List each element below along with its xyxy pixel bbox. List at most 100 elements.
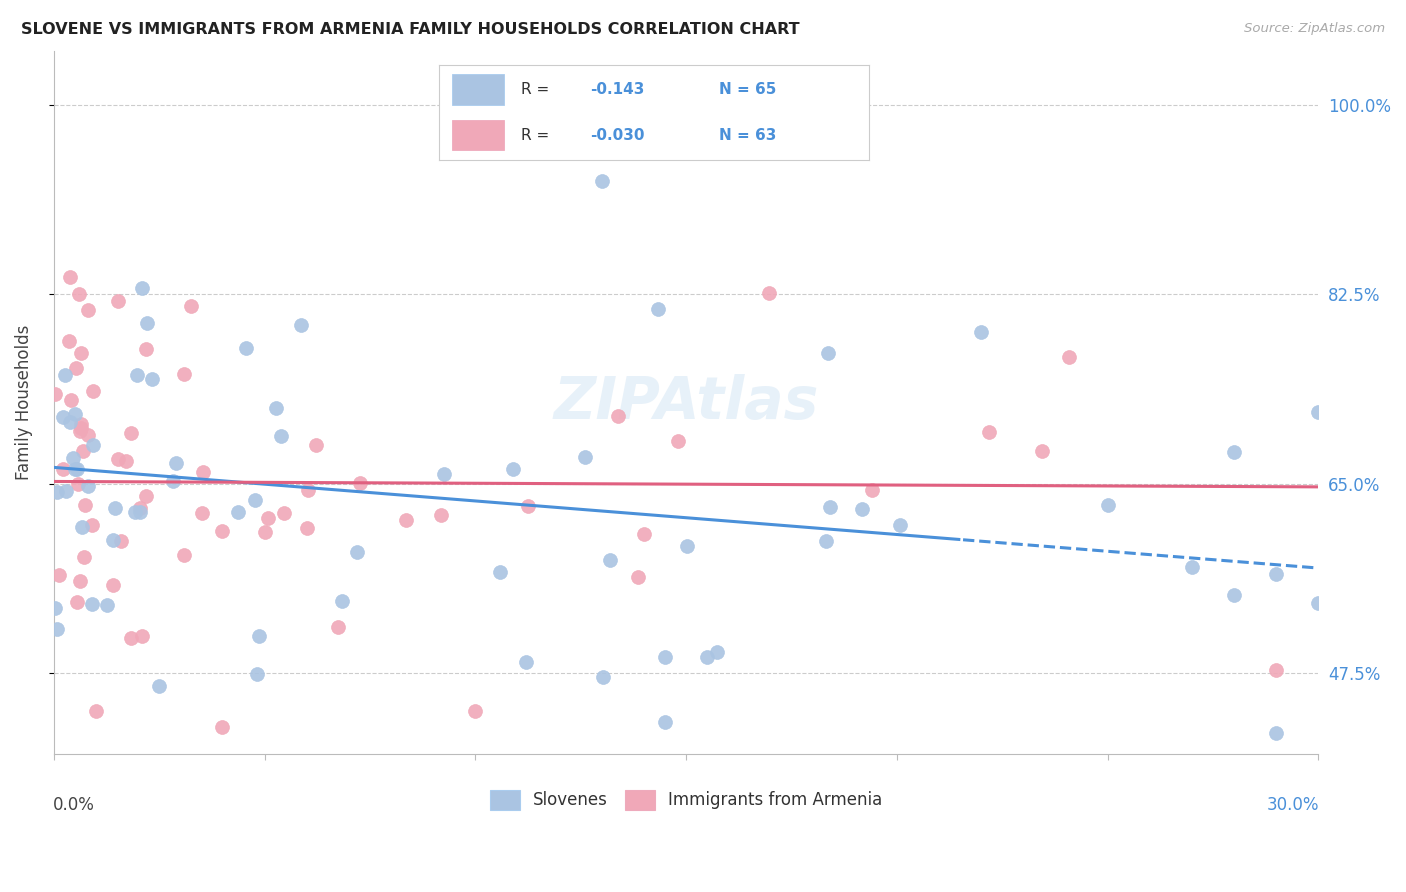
Point [53, 368, 76, 382]
Point [270, 429, 292, 443]
Point [55, 483, 77, 498]
Point [1265, 725, 1288, 739]
Point [77, 427, 100, 442]
Point [273, 506, 295, 520]
Point [190, 506, 212, 520]
Point [65, 361, 87, 376]
Point [115, 454, 138, 468]
Point [243, 492, 266, 507]
Text: Source: ZipAtlas.com: Source: ZipAtlas.com [1244, 22, 1385, 36]
Point [76, 479, 98, 493]
Point [305, 438, 328, 452]
Point [297, 483, 319, 498]
Point [1057, 350, 1080, 364]
Point [44, 387, 66, 401]
Text: 0.0%: 0.0% [52, 797, 94, 814]
Point [253, 525, 276, 540]
Point [1265, 566, 1288, 581]
Text: ZIPAtlas: ZIPAtlas [554, 374, 818, 431]
Point [1265, 663, 1288, 677]
Point [290, 318, 312, 332]
Y-axis label: Family Households: Family Households [15, 325, 32, 480]
Point [60, 392, 83, 407]
Point [135, 342, 157, 356]
Point [69, 424, 91, 438]
Point [675, 539, 697, 553]
Point [633, 527, 655, 541]
Point [96, 598, 118, 612]
Point [235, 341, 257, 355]
Point [346, 545, 368, 559]
Point [591, 173, 613, 187]
Point [228, 505, 250, 519]
Point [696, 649, 718, 664]
Point [349, 475, 371, 490]
Point [264, 401, 287, 415]
Point [889, 518, 911, 533]
Point [706, 645, 728, 659]
Point [124, 505, 146, 519]
Point [82, 384, 104, 398]
Point [107, 452, 129, 467]
Point [104, 500, 127, 515]
Point [758, 285, 780, 300]
Point [502, 461, 524, 475]
Point [69, 574, 91, 588]
Point [247, 629, 270, 643]
Point [851, 501, 873, 516]
Point [173, 367, 195, 381]
Point [48, 568, 70, 582]
Point [817, 346, 839, 360]
Point [58, 334, 80, 348]
Point [76, 303, 98, 318]
Point [814, 534, 837, 549]
Point [627, 570, 650, 584]
Text: 30.0%: 30.0% [1267, 797, 1320, 814]
Legend: Slovenes, Immigrants from Armenia: Slovenes, Immigrants from Armenia [484, 784, 889, 816]
Point [69, 421, 91, 435]
Point [574, 450, 596, 465]
Point [1031, 444, 1053, 458]
Point [599, 553, 621, 567]
Point [1181, 559, 1204, 574]
Point [45, 484, 67, 499]
Point [970, 325, 993, 339]
Point [128, 501, 150, 516]
Point [464, 704, 486, 718]
Point [180, 299, 202, 313]
Point [1308, 405, 1330, 419]
Point [395, 512, 418, 526]
Point [66, 477, 89, 491]
Point [433, 467, 456, 481]
Point [69, 417, 91, 431]
Point [246, 666, 269, 681]
Point [1308, 596, 1330, 610]
Point [430, 508, 453, 522]
Point [129, 504, 152, 518]
Point [101, 578, 124, 592]
Point [80, 517, 103, 532]
Point [120, 425, 142, 440]
Point [63, 462, 86, 476]
Point [162, 474, 184, 488]
Point [65, 595, 87, 609]
Point [59, 415, 82, 429]
Point [606, 409, 628, 424]
Point [1223, 444, 1246, 458]
Point [148, 679, 170, 693]
Point [82, 597, 104, 611]
Point [72, 444, 94, 458]
Point [295, 521, 318, 535]
Point [52, 462, 75, 476]
Point [1097, 498, 1119, 512]
Point [592, 670, 614, 684]
Point [517, 499, 540, 513]
Point [979, 425, 1001, 439]
Point [141, 372, 163, 386]
Point [135, 489, 157, 503]
Point [191, 466, 214, 480]
Point [62, 450, 84, 465]
Point [211, 720, 233, 734]
Point [515, 655, 537, 669]
Point [67, 287, 90, 301]
